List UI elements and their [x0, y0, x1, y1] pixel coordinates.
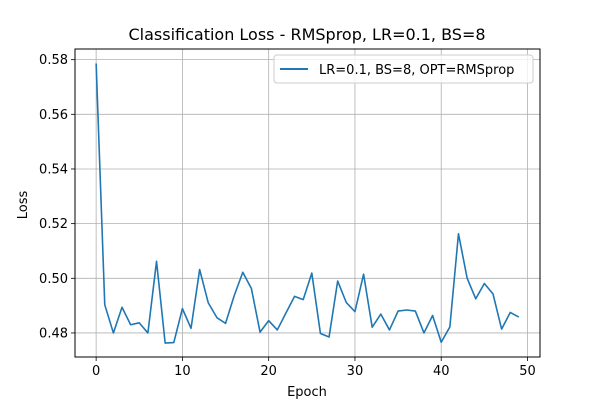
- y-tick-label: 0.52: [39, 217, 68, 232]
- legend: LR=0.1, BS=8, OPT=RMSprop: [273, 54, 534, 84]
- x-tick-label: 0: [92, 364, 100, 379]
- y-tick-label: 0.48: [39, 326, 68, 341]
- x-axis-label: Epoch: [287, 385, 327, 400]
- legend-entry-label: LR=0.1, BS=8, OPT=RMSprop: [319, 63, 514, 78]
- chart-title: Classification Loss - RMSprop, LR=0.1, B…: [128, 25, 485, 44]
- y-tick-label: 0.50: [39, 272, 68, 287]
- x-tick-label: 10: [174, 364, 191, 379]
- plot-frame: [74, 48, 541, 358]
- x-tick-label: 30: [347, 364, 364, 379]
- ticks: 0 10 20 30 40 50 0.48 0.50 0.52 0.54 0.56 0.58: [39, 53, 536, 379]
- x-tick-label: 40: [433, 364, 450, 379]
- y-axis-label: Loss: [16, 191, 31, 220]
- x-tick-label: 20: [260, 364, 277, 379]
- y-tick-label: 0.56: [39, 108, 68, 123]
- legend-box: [273, 54, 534, 84]
- y-tick-label: 0.58: [39, 53, 68, 68]
- grid: [75, 49, 540, 357]
- series-line: [95, 63, 520, 344]
- series-layer: [95, 63, 520, 344]
- x-tick-label: 50: [519, 364, 536, 379]
- y-tick-label: 0.54: [39, 162, 68, 177]
